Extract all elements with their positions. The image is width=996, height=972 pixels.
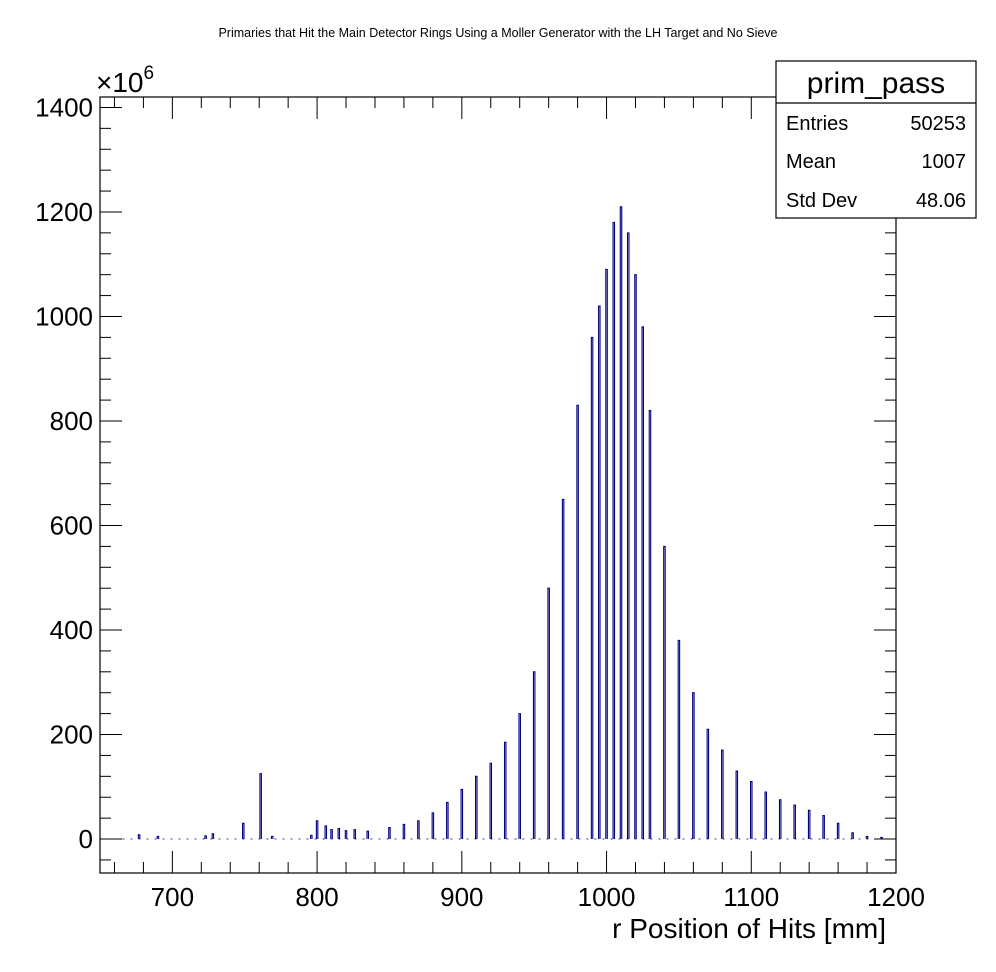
stats-box-name: prim_pass (807, 67, 945, 100)
y-tick-label: 1000 (35, 301, 93, 331)
histogram-bars (114, 206, 889, 840)
histogram-bin (598, 305, 601, 840)
x-tick-label: 900 (440, 882, 483, 912)
histogram-bin (366, 830, 370, 840)
histogram-bin (793, 804, 796, 840)
histogram-bin (706, 728, 710, 840)
histogram-bin (576, 404, 579, 840)
x-tick-label: 1100 (723, 882, 779, 912)
histogram-bin (211, 833, 215, 840)
histogram-bin (156, 835, 160, 840)
histogram-bin (475, 775, 478, 840)
histogram-bin (489, 762, 493, 840)
histogram-bin (778, 799, 782, 840)
histogram-bin (619, 206, 623, 840)
histogram-bin (822, 814, 825, 840)
histogram-bin (460, 788, 464, 840)
histogram-bin (431, 812, 435, 840)
x-axis-label: r Position of Hits [mm] (612, 913, 886, 944)
histogram-bin (634, 274, 637, 840)
histogram-bin (547, 587, 550, 840)
histogram-bin (641, 326, 644, 840)
histogram-bin (721, 749, 724, 840)
histogram-bin (605, 268, 608, 840)
histogram-bin (446, 801, 449, 840)
stats-mean-label: Mean (786, 151, 836, 173)
x-tick-label: 800 (295, 882, 338, 912)
x-tick-label: 1200 (867, 882, 925, 912)
histogram-bin (324, 825, 328, 840)
histogram-bin (315, 820, 319, 840)
histogram-bin (590, 336, 594, 840)
stats-mean-value: 1007 (922, 151, 967, 173)
histogram-bin (626, 232, 630, 840)
y-tick-label: 0 (79, 824, 93, 854)
histogram-bin (836, 822, 840, 840)
histogram-bin (648, 409, 652, 840)
chart-title: Primaries that Hit the Main Detector Rin… (218, 26, 777, 40)
tick-labels: 700 800 900 1000 1100 1200 0 200 400 600 800 1000 12… (35, 92, 925, 912)
histogram-bin (692, 692, 695, 840)
y-tick-label: 600 (50, 510, 93, 540)
stats-box-frame (775, 60, 977, 219)
x-tick-label: 700 (151, 882, 194, 912)
stats-entries-value: 50253 (910, 113, 966, 135)
histogram-bin (612, 221, 616, 840)
histogram-bin (417, 820, 420, 840)
histogram-bin (388, 826, 391, 840)
histogram-bin (402, 823, 406, 840)
y-tick-label: 1200 (35, 197, 93, 227)
histogram-bin (532, 671, 536, 840)
histogram-bin (353, 829, 356, 840)
stats-stddev-value: 48.06 (916, 190, 966, 212)
histogram-bin (750, 781, 753, 840)
histogram-bin (735, 770, 739, 840)
histogram-bin (310, 834, 313, 840)
plot-frame (99, 96, 897, 874)
y-tick-label: 1400 (35, 92, 93, 122)
histogram-bin (851, 832, 854, 840)
y-tick-label: 200 (50, 720, 93, 750)
histogram-bin (259, 773, 262, 840)
histogram-bin (503, 741, 507, 840)
histogram-bin (764, 791, 768, 840)
histogram-bin (344, 830, 348, 840)
x-tick-label: 1000 (578, 882, 636, 912)
histogram-bin (561, 498, 565, 840)
histogram-bin (865, 835, 869, 840)
stats-box: prim_pass Entries 50253 Mean 1007 Std De… (775, 60, 977, 219)
y-tick-label: 400 (50, 615, 93, 645)
histogram-bin (663, 545, 666, 840)
stats-entries-label: Entries (786, 113, 848, 135)
histogram-bin (137, 834, 141, 840)
y-multiplier-label: ×106 (96, 63, 154, 98)
stats-stddev-label: Std Dev (786, 190, 857, 212)
histogram-bin (204, 835, 207, 840)
histogram-bin (677, 639, 681, 840)
histogram-bin (807, 809, 811, 840)
histogram-bin (518, 713, 521, 840)
histogram-bin (337, 828, 341, 840)
y-tick-label: 800 (50, 406, 93, 436)
histogram-bin (270, 835, 274, 840)
histogram-bin (880, 836, 883, 840)
histogram-bin (330, 829, 333, 840)
histogram-bin (242, 822, 245, 840)
